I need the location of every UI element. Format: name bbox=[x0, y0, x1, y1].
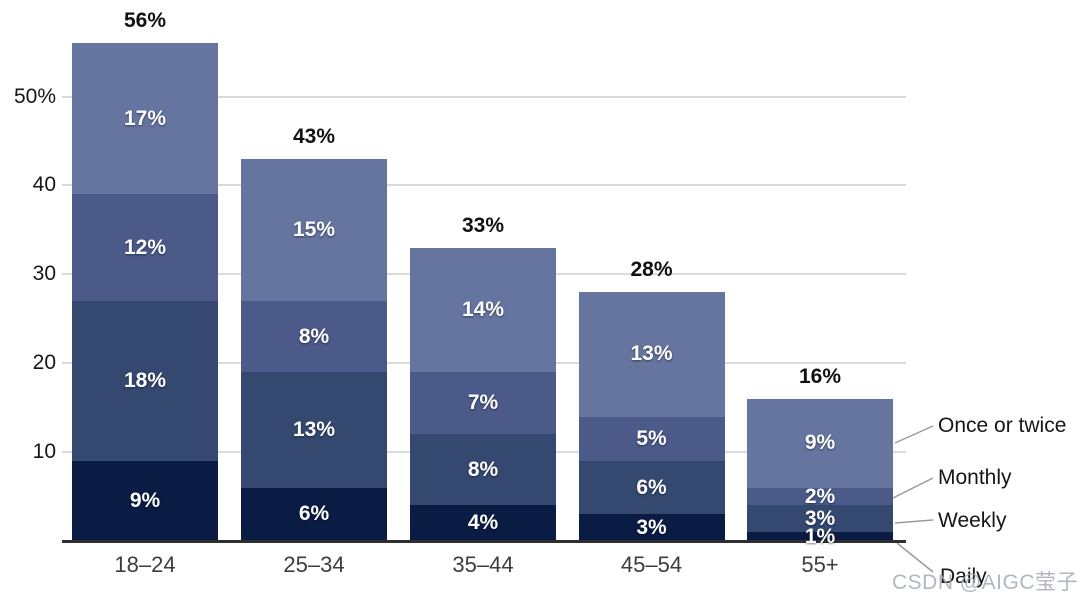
y-tick-label-30: 30 bbox=[32, 262, 56, 286]
x-tick-label: 18–24 bbox=[114, 552, 176, 577]
bar-total-label: 56% bbox=[123, 9, 167, 33]
y-tick-label-10: 10 bbox=[32, 440, 56, 464]
segment-label: 13% bbox=[292, 417, 336, 441]
segment-label: 6% bbox=[636, 475, 667, 499]
segment-label: 17% bbox=[123, 106, 167, 130]
segment-label: 9% bbox=[129, 488, 161, 512]
segment-label: 4% bbox=[467, 511, 499, 535]
bar-segment-daily bbox=[241, 487, 387, 541]
bar-segment-weekly bbox=[578, 460, 725, 515]
segment-label: 7% bbox=[467, 391, 499, 415]
bar-segment-once-or-twice bbox=[241, 158, 387, 301]
bar-segment-daily bbox=[410, 505, 556, 541]
segment-label: 2% bbox=[804, 484, 836, 508]
gridline-50 bbox=[62, 95, 906, 98]
segment-label: 15% bbox=[292, 217, 336, 241]
bar-segment-once-or-twice bbox=[72, 43, 218, 195]
x-tick-label: 55+ bbox=[801, 552, 839, 577]
bar-segment-monthly bbox=[747, 487, 893, 506]
segment-label: 3% bbox=[636, 515, 667, 539]
segment-label: 5% bbox=[636, 426, 667, 450]
leader-line-weekly bbox=[894, 519, 934, 524]
segment-label: 8% bbox=[467, 457, 499, 481]
bar-total-label: 43% bbox=[292, 124, 336, 148]
bar-segment-monthly bbox=[578, 416, 725, 461]
segment-label: 14% bbox=[461, 297, 505, 321]
bar-segment-daily bbox=[747, 532, 893, 541]
x-tick-label: 35–44 bbox=[452, 552, 514, 577]
bar-segment-monthly bbox=[72, 194, 218, 301]
legend-label-daily: Daily bbox=[940, 565, 987, 588]
segment-label: 8% bbox=[298, 324, 330, 348]
y-tick-label-50: 50% bbox=[13, 84, 56, 108]
y-tick-label-20: 20 bbox=[32, 351, 56, 375]
legend-label-once-or-twice: Once or twice bbox=[938, 414, 1067, 437]
bar-segment-monthly bbox=[410, 372, 556, 435]
segment-label: 12% bbox=[123, 235, 167, 259]
bar-total-label: 33% bbox=[461, 213, 505, 237]
watermark: CSDN @AIGC莹子 bbox=[892, 571, 1078, 594]
bar-segment-weekly bbox=[241, 372, 387, 488]
bar-segment-once-or-twice bbox=[410, 247, 556, 373]
segment-label: 6% bbox=[298, 502, 330, 526]
bar-total-label: 16% bbox=[798, 364, 842, 388]
bar-segment-daily bbox=[578, 514, 725, 541]
segment-label: 18% bbox=[123, 368, 167, 392]
bar-segment-daily bbox=[72, 460, 218, 541]
x-tick-label: 45–54 bbox=[620, 552, 683, 577]
legend-label-weekly: Weekly bbox=[938, 509, 1007, 532]
segment-label: 1% bbox=[804, 524, 836, 548]
bar-segment-once-or-twice bbox=[747, 398, 893, 488]
legend-label-monthly: Monthly bbox=[938, 466, 1012, 489]
y-tick-label-40: 40 bbox=[32, 173, 56, 197]
gridline-40 bbox=[62, 184, 906, 187]
segment-label: 13% bbox=[630, 342, 673, 366]
bar-segment-weekly bbox=[747, 505, 893, 533]
x-tick-label: 25–34 bbox=[283, 552, 345, 577]
leader-line-monthly bbox=[892, 477, 934, 499]
bar-segment-weekly bbox=[410, 434, 556, 506]
x-axis-line bbox=[62, 540, 906, 543]
bar-segment-weekly bbox=[72, 300, 218, 461]
segment-label: 9% bbox=[804, 431, 836, 455]
bar-segment-monthly bbox=[241, 300, 387, 373]
segment-label: 3% bbox=[804, 506, 836, 530]
bar-segment-once-or-twice bbox=[578, 292, 725, 417]
bar-total-label: 28% bbox=[630, 258, 673, 282]
leader-line-once-or-twice bbox=[894, 425, 934, 444]
